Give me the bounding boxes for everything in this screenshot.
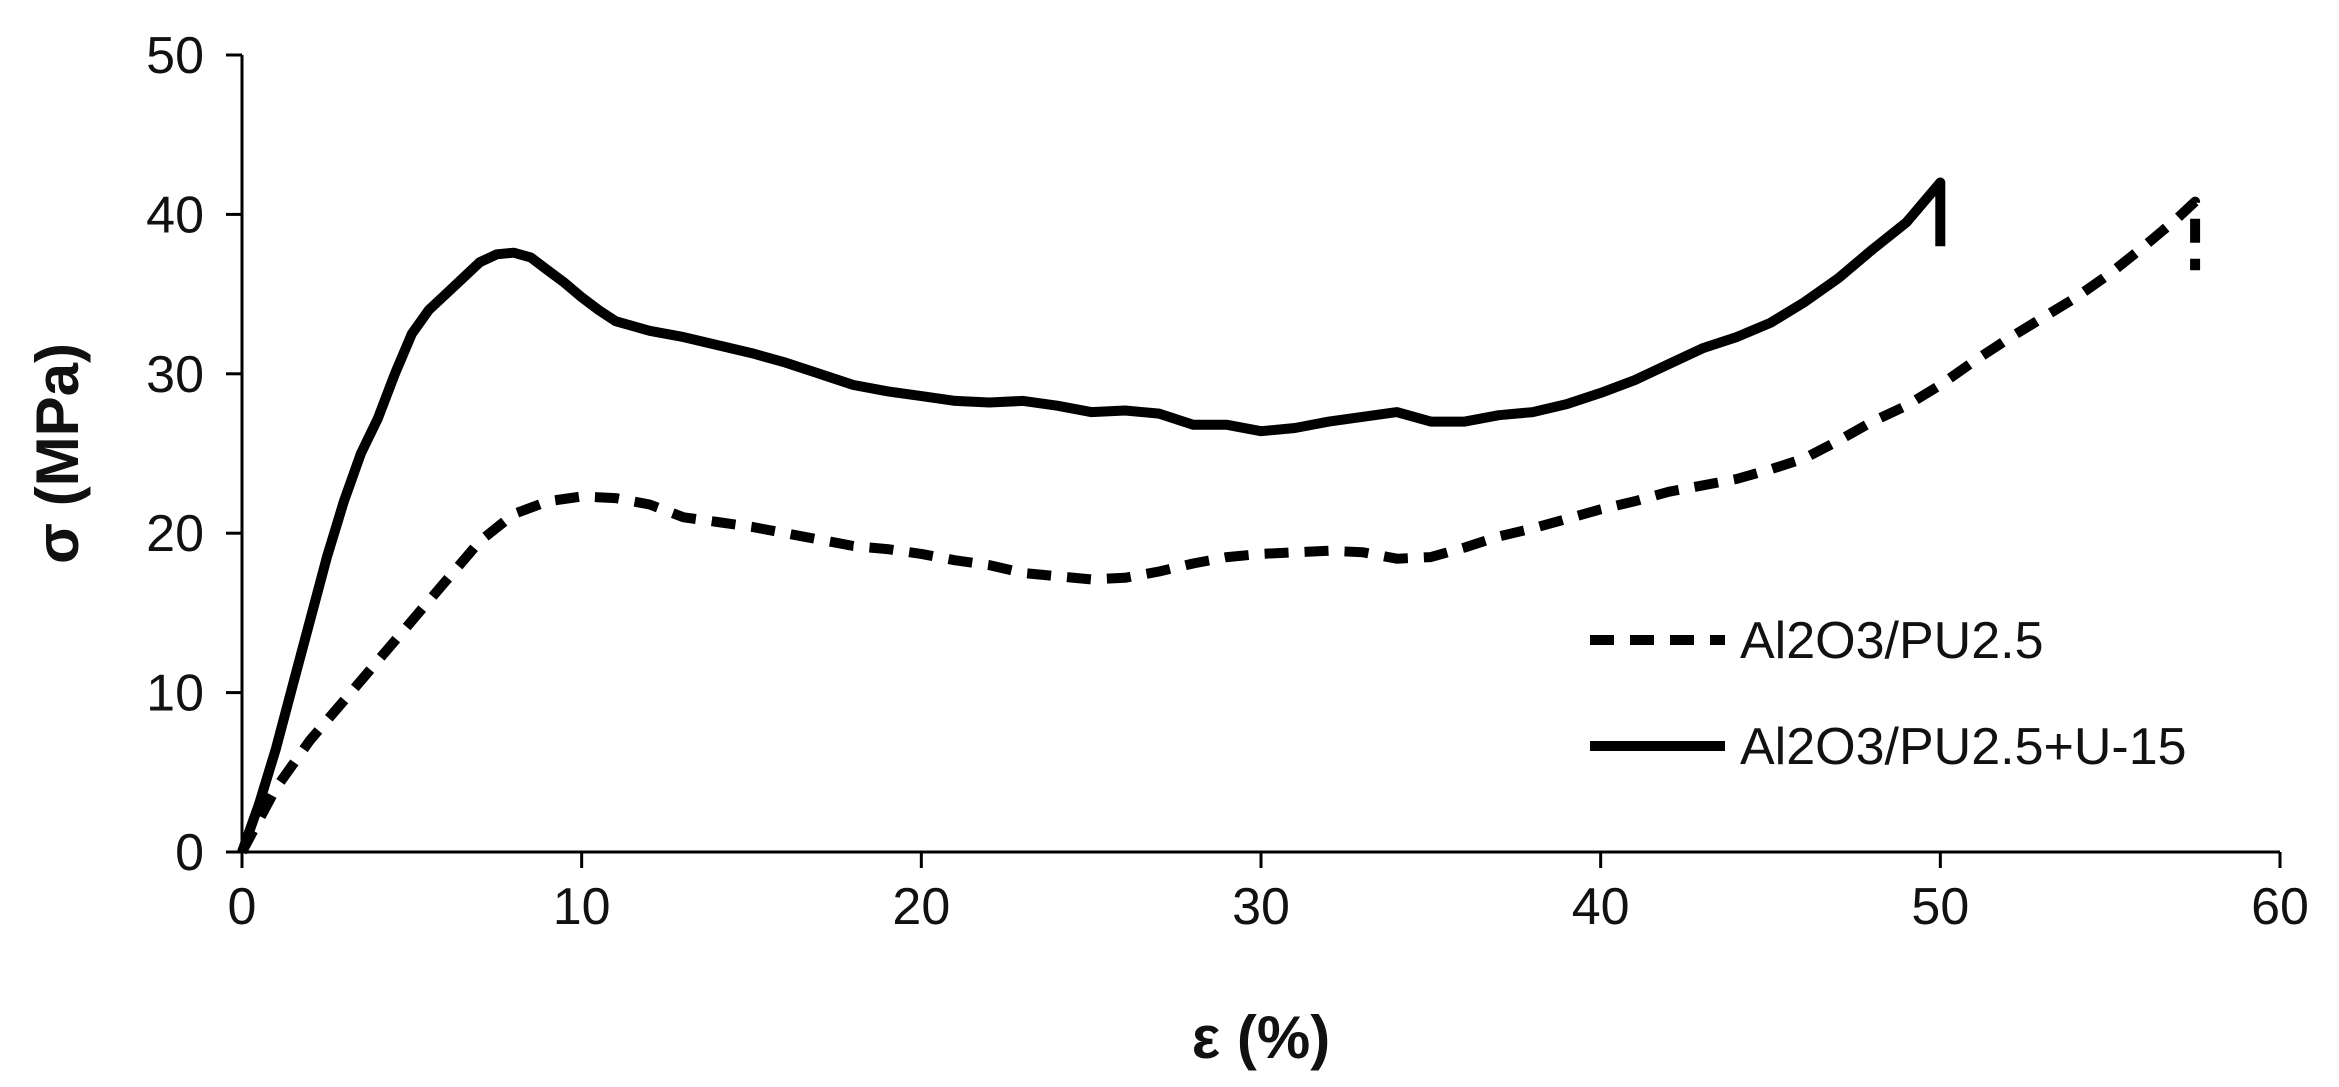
y-tick-label: 50	[146, 27, 204, 85]
series-lines	[237, 177, 2201, 855]
y-tick-label: 40	[146, 186, 204, 244]
x-tick-label: 20	[892, 878, 950, 936]
x-tick-label: 40	[1572, 878, 1630, 936]
legend: Al2O3/PU2.5 Al2O3/PU2.5+U-15	[1590, 612, 2187, 776]
x-tick-label: 50	[1911, 878, 1969, 936]
x-tick-label: 60	[2251, 878, 2309, 936]
x-axis-title: ε (%)	[1192, 1004, 1330, 1071]
series-line-dashed	[237, 196, 2201, 855]
series-line-solid	[237, 177, 1946, 854]
ticks: 0 10 20 30 40 50 60 0 10 20 30 40 50	[146, 27, 2309, 936]
y-tick-label: 30	[146, 346, 204, 404]
y-tick-label: 10	[146, 665, 204, 723]
x-tick-label: 30	[1232, 878, 1290, 936]
y-tick-label: 0	[175, 824, 204, 882]
y-tick-label: 20	[146, 505, 204, 563]
legend-label-dashed: Al2O3/PU2.5	[1740, 612, 2044, 670]
x-tick-label: 10	[553, 878, 611, 936]
y-axis-title: σ (MPa)	[24, 343, 91, 564]
x-tick-label: 0	[228, 878, 257, 936]
legend-label-solid: Al2O3/PU2.5+U-15	[1740, 718, 2187, 776]
